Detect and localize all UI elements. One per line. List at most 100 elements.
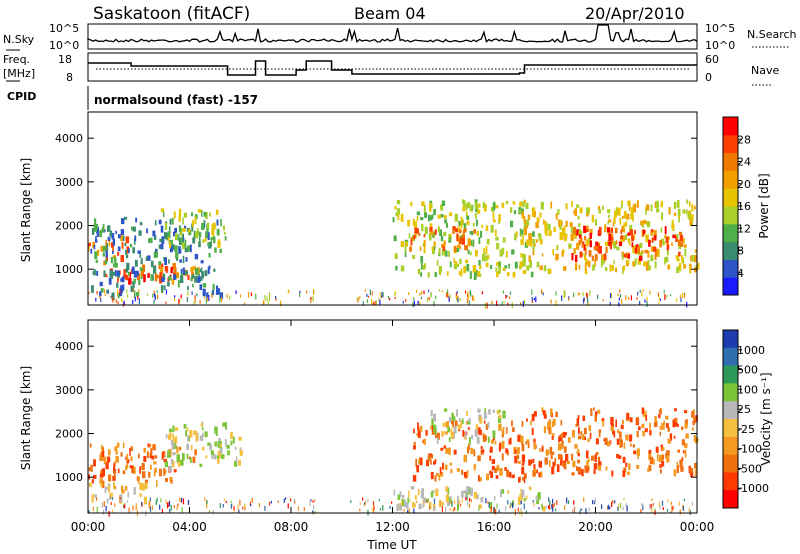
echo-cell-841 [167, 502, 169, 507]
echo-cell-40 [192, 456, 196, 463]
echo-cell-368 [473, 272, 477, 280]
echo-cell-879 [662, 240, 665, 246]
echo-cell-497 [597, 409, 601, 414]
echo-cell-1100 [104, 293, 106, 296]
echo-cell-677 [538, 492, 541, 500]
echo-cell-351 [474, 249, 478, 257]
echo-cell-118 [141, 483, 145, 491]
echo-cell-274 [442, 462, 444, 470]
echo-cell-113 [138, 279, 141, 286]
echo-cell-556 [613, 430, 616, 438]
echo-cell-888 [606, 227, 611, 233]
echo-cell-890 [680, 242, 684, 247]
echo-cell-457 [644, 411, 647, 418]
echo-cell-82 [116, 442, 120, 448]
echo-cell-948 [552, 499, 554, 504]
echo-cell-303 [210, 237, 214, 241]
echo-cell-941 [161, 509, 163, 513]
echo-cell-654 [537, 493, 539, 499]
echo-cell-830 [634, 258, 637, 266]
echo-cell-617 [613, 260, 615, 264]
echo-cell-448 [691, 411, 695, 418]
echo-cell-665 [430, 491, 434, 498]
echo-cell-345 [449, 233, 452, 240]
echo-cell-60 [108, 475, 111, 482]
echo-cell-411 [659, 431, 661, 436]
echo-cell-369 [511, 249, 515, 255]
echo-cell-52 [190, 266, 194, 272]
echo-cell-44 [162, 451, 166, 458]
echo-cell-109 [167, 281, 170, 287]
echo-cell-191 [161, 285, 164, 291]
echo-cell-166 [175, 252, 179, 259]
echo-cell-878 [629, 224, 633, 233]
echo-cell-745 [522, 211, 525, 217]
echo-cell-1036 [138, 289, 140, 293]
echo-cell-829 [640, 509, 642, 513]
echo-cell-325 [181, 242, 185, 250]
echo-cell-937 [314, 510, 316, 514]
echo-cell-1135 [505, 294, 507, 299]
echo-cell-517 [400, 213, 404, 222]
echo-cell-720 [359, 502, 361, 505]
echo-cell-325 [413, 428, 415, 434]
beam-title: Beam 04 [354, 4, 426, 23]
echo-cell-950 [639, 255, 643, 261]
echo-cell-335 [501, 440, 505, 449]
echo-cell-882 [558, 219, 560, 227]
echo-cell-1203 [587, 302, 589, 306]
echo-cell-640 [673, 469, 677, 477]
echo-cell-183 [207, 232, 210, 241]
echo-cell-1199 [586, 293, 588, 299]
freq-frame [87, 52, 698, 82]
echo-cell-823 [684, 248, 687, 257]
echo-cell-686 [627, 200, 631, 206]
power-colorbar-cell-1 [723, 259, 738, 278]
echo-cell-1155 [447, 289, 449, 294]
echo-cell-887 [238, 509, 240, 513]
xtick-label-5: 20:00 [578, 520, 613, 534]
echo-cell-158 [235, 456, 238, 463]
echo-cell-191 [199, 463, 203, 467]
echo-cell-784 [553, 226, 556, 232]
echo-cell-937 [653, 247, 657, 252]
echo-cell-555 [533, 465, 536, 473]
echo-cell-719 [421, 488, 424, 496]
echo-cell-1043 [207, 297, 209, 302]
power-frame [87, 111, 698, 306]
echo-cell-929 [230, 500, 232, 503]
echo-cell-192 [225, 422, 227, 430]
nsky-label: N.Sky [3, 33, 35, 46]
echo-cell-390 [492, 409, 495, 413]
echo-cell-167 [172, 433, 174, 442]
echo-cell-150 [174, 427, 179, 431]
echo-cell-477 [618, 455, 622, 459]
velocity-colorbar-cell-6 [723, 436, 738, 456]
echo-cell-831 [585, 240, 588, 247]
echo-cell-914 [644, 249, 648, 254]
echo-cell-413 [404, 251, 407, 258]
echo-cell-843 [578, 264, 581, 270]
echo-cell-554 [496, 271, 499, 278]
echo-cell-447 [576, 451, 578, 455]
echo-cell-239 [467, 446, 470, 454]
echo-cell-235 [496, 464, 500, 472]
echo-cell-234 [205, 231, 208, 239]
power-colorbar-cell-5 [723, 188, 738, 207]
echo-cell-177 [230, 432, 233, 439]
echo-cell-645 [678, 215, 680, 223]
echo-cell-614 [660, 227, 663, 233]
echo-cell-339 [197, 228, 199, 236]
echo-cell-384 [454, 213, 458, 222]
echo-cell-681 [464, 494, 468, 499]
echo-cell-595 [550, 408, 553, 416]
echo-cell-588 [473, 229, 476, 234]
echo-cell-952 [658, 501, 660, 507]
echo-cell-134 [105, 250, 108, 258]
echo-cell-624 [666, 455, 670, 463]
echo-cell-307 [418, 431, 421, 438]
echo-cell-584 [654, 424, 657, 428]
echo-cell-1112 [372, 302, 374, 306]
echo-cell-1190 [194, 295, 196, 300]
